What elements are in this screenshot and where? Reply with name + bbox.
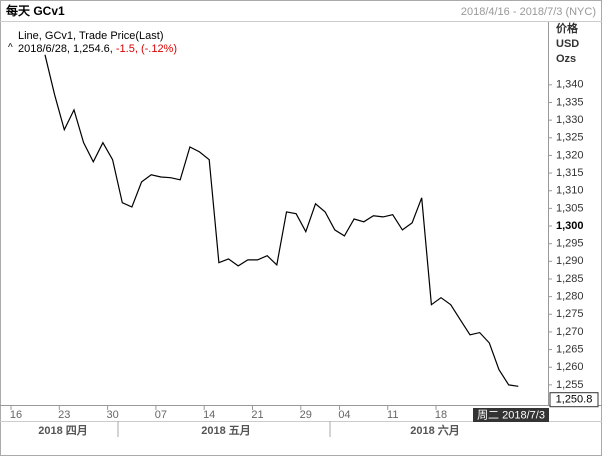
axis-unit: 价格: [556, 21, 579, 35]
y-tick-label: 1,320: [556, 149, 584, 161]
last-value-box: [549, 392, 599, 408]
axis-unit: USD: [556, 38, 579, 50]
y-tick-label: 1,340: [556, 79, 584, 91]
y-tick-label: 1,270: [556, 326, 584, 338]
x-tick-label: 04: [338, 409, 350, 421]
x-tick-label: 11: [387, 409, 398, 421]
legend-value: 2018/6/28, 1,254.6, -1.5, (-.12%): [18, 43, 177, 55]
y-tick-label: 1,335: [556, 96, 584, 108]
legend-black: 2018/6/28, 1,254.6,: [18, 43, 116, 55]
y-tick-label: 1,310: [556, 185, 584, 197]
y-tick-label: 1,275: [556, 308, 584, 320]
axis-unit: Ozs: [556, 53, 576, 65]
x-tick-label: 29: [300, 409, 312, 421]
date-range: 2018/4/16 - 2018/7/3 (NYC): [461, 6, 596, 18]
x-tick-label: 07: [155, 409, 167, 421]
x-tick-label: 30: [106, 409, 118, 421]
y-tick-label: 1,265: [556, 343, 584, 355]
y-tick-label: 1,305: [556, 202, 584, 214]
x-tick-label: 23: [58, 409, 70, 421]
legend-icon: ^: [8, 43, 13, 54]
y-tick-label: 1,295: [556, 238, 584, 250]
y-tick-label: 1,315: [556, 167, 584, 179]
y-tick-label: 1,280: [556, 291, 584, 303]
cursor-label: 周二 2018/7/3: [477, 408, 545, 421]
legend-line: Line, GCv1, Trade Price(Last): [18, 30, 164, 42]
y-tick-label: 1,330: [556, 114, 584, 126]
x-tick-label: 16: [10, 409, 22, 421]
last-value-label: 1,250.8: [556, 394, 593, 406]
legend-red: -1.5, (-.12%): [116, 43, 177, 55]
y-tick-label: 1,325: [556, 132, 584, 144]
month-label: 2018 六月: [410, 423, 460, 437]
title: 每天 GCv1: [6, 3, 65, 18]
month-label: 2018 四月: [38, 424, 88, 437]
x-tick-label: 18: [435, 409, 447, 421]
y-tick-label: 1,300: [556, 220, 584, 232]
x-tick-label: 14: [203, 409, 215, 421]
month-label: 2018 五月: [201, 424, 251, 437]
price-line: [44, 54, 519, 387]
cursor-box: [473, 408, 549, 422]
y-tick-label: 1,255: [556, 379, 584, 391]
y-tick-label: 1,290: [556, 255, 584, 267]
y-tick-label: 1,260: [556, 361, 584, 373]
x-tick-label: 21: [251, 409, 263, 421]
y-tick-label: 1,285: [556, 273, 584, 285]
